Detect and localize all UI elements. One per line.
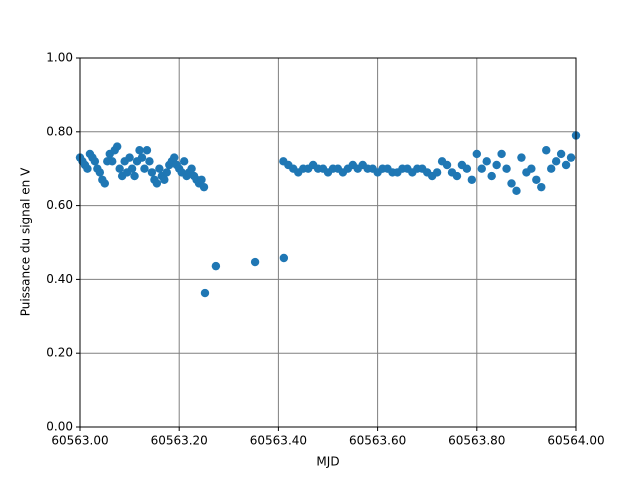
point bbox=[497, 149, 506, 159]
point bbox=[100, 179, 110, 188]
point bbox=[187, 164, 196, 173]
point bbox=[279, 253, 289, 263]
point bbox=[83, 164, 92, 173]
point bbox=[127, 164, 137, 173]
point bbox=[113, 142, 122, 151]
point bbox=[197, 175, 206, 184]
point bbox=[467, 175, 477, 184]
point bbox=[462, 164, 472, 173]
point bbox=[179, 157, 189, 166]
x-tick-label: 60563.40 bbox=[250, 434, 307, 448]
point bbox=[170, 153, 179, 162]
point bbox=[152, 179, 162, 188]
point bbox=[482, 157, 491, 166]
x-tick-label: 60563.60 bbox=[349, 434, 406, 448]
y-tick-label: 0.60 bbox=[46, 198, 73, 212]
point bbox=[147, 168, 157, 177]
point bbox=[561, 160, 571, 170]
y-tick-label: 0.80 bbox=[46, 124, 73, 138]
x-axis-label: MJD bbox=[316, 455, 339, 469]
point bbox=[487, 171, 496, 181]
point bbox=[199, 182, 209, 192]
point bbox=[137, 153, 147, 162]
x-tick-label: 60563.80 bbox=[448, 434, 505, 448]
point bbox=[566, 153, 576, 162]
point bbox=[95, 168, 105, 177]
point bbox=[145, 157, 154, 166]
point bbox=[130, 171, 139, 181]
point bbox=[512, 186, 521, 196]
point bbox=[502, 164, 511, 173]
point bbox=[452, 171, 462, 181]
x-tick-label: 60563.00 bbox=[51, 434, 108, 448]
point bbox=[250, 257, 260, 267]
point bbox=[115, 164, 124, 173]
point bbox=[542, 146, 551, 155]
point bbox=[155, 164, 164, 173]
point bbox=[211, 261, 221, 271]
point bbox=[492, 160, 501, 170]
point bbox=[507, 179, 516, 188]
point bbox=[200, 288, 210, 298]
point bbox=[551, 157, 561, 166]
point bbox=[135, 146, 144, 155]
plot-frame bbox=[79, 57, 577, 428]
point bbox=[527, 164, 536, 173]
x-tick-label: 60563.20 bbox=[151, 434, 208, 448]
point bbox=[477, 164, 486, 173]
y-tick-label: 0.00 bbox=[46, 420, 73, 434]
point bbox=[537, 182, 546, 192]
point bbox=[160, 175, 169, 184]
y-tick-label: 1.00 bbox=[46, 51, 73, 65]
point bbox=[142, 146, 152, 155]
point bbox=[162, 168, 171, 177]
y-tick-label: 0.40 bbox=[46, 272, 73, 286]
point bbox=[517, 153, 526, 162]
point bbox=[108, 157, 117, 166]
point bbox=[532, 175, 541, 184]
x-tick-label: 60564.00 bbox=[547, 434, 604, 448]
point bbox=[547, 164, 556, 173]
point bbox=[90, 157, 100, 166]
point bbox=[140, 164, 149, 173]
point bbox=[432, 168, 442, 177]
point bbox=[442, 160, 452, 170]
point bbox=[472, 149, 481, 159]
point bbox=[556, 149, 566, 159]
point bbox=[125, 153, 134, 162]
y-axis-label: Puissance du signal en V bbox=[19, 167, 33, 316]
y-tick-label: 0.20 bbox=[46, 346, 73, 360]
